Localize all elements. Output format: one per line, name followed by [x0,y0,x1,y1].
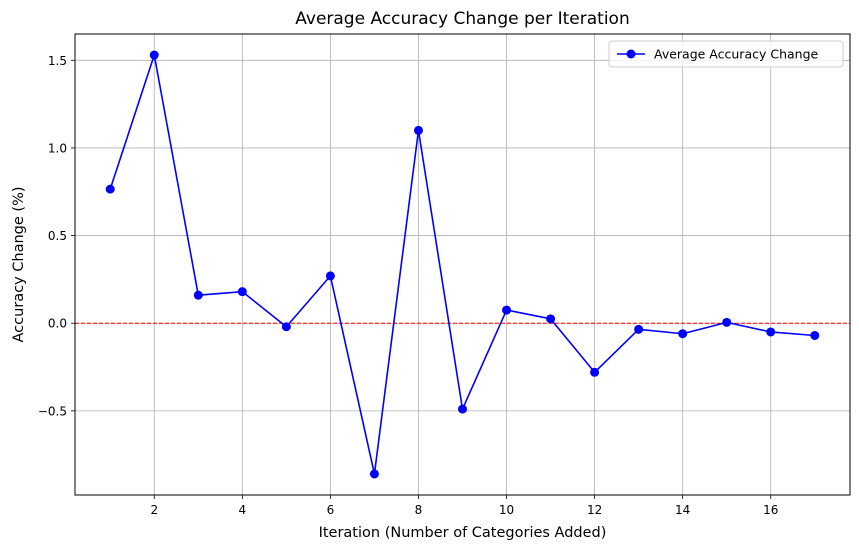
grid-layer [75,34,850,495]
legend-series-label: Average Accuracy Change [654,47,819,62]
data-point [193,290,203,300]
x-tick-label: 8 [415,503,423,517]
data-point [634,324,644,334]
x-tick-label: 16 [763,503,778,517]
x-axis-title: Iteration (Number of Categories Added) [319,525,607,541]
y-tick-label: 0.0 [48,317,67,331]
data-point [810,330,820,340]
x-tick-label: 14 [675,503,690,517]
chart-title: Average Accuracy Change per Iteration [295,9,629,29]
plot-area-frame [74,33,851,496]
data-point [678,329,688,339]
x-tick-label: 10 [499,503,514,517]
x-tick-label: 12 [587,503,602,517]
data-point [590,367,600,377]
legend: Average Accuracy Change [608,40,844,68]
y-tick-label: −0.5 [38,404,67,418]
data-point [722,317,732,327]
x-tick-label: 6 [327,503,335,517]
data-point [766,327,776,337]
data-point [325,271,335,281]
data-point [546,314,556,324]
data-point [413,125,423,135]
x-tick-label: 4 [239,503,247,517]
data-point [237,287,247,297]
y-tick-label: 0.5 [48,229,67,243]
y-axis-ticks: −0.5 0.0 0.5 1.0 1.5 [38,54,75,418]
y-tick-label: 1.0 [48,141,67,155]
x-tick-label: 2 [150,503,158,517]
y-axis-title: Accuracy Change (%) [11,186,27,342]
series-layer [105,50,820,479]
data-point [502,305,512,315]
legend-box [608,40,844,68]
legend-series-marker [626,49,636,59]
y-tick-label: 1.5 [48,54,67,68]
data-point [149,50,159,60]
data-point [369,469,379,479]
x-axis-ticks: 2 4 6 8 10 12 14 16 [150,495,778,517]
data-point [105,184,115,194]
data-point [458,404,467,414]
data-point [281,322,291,332]
